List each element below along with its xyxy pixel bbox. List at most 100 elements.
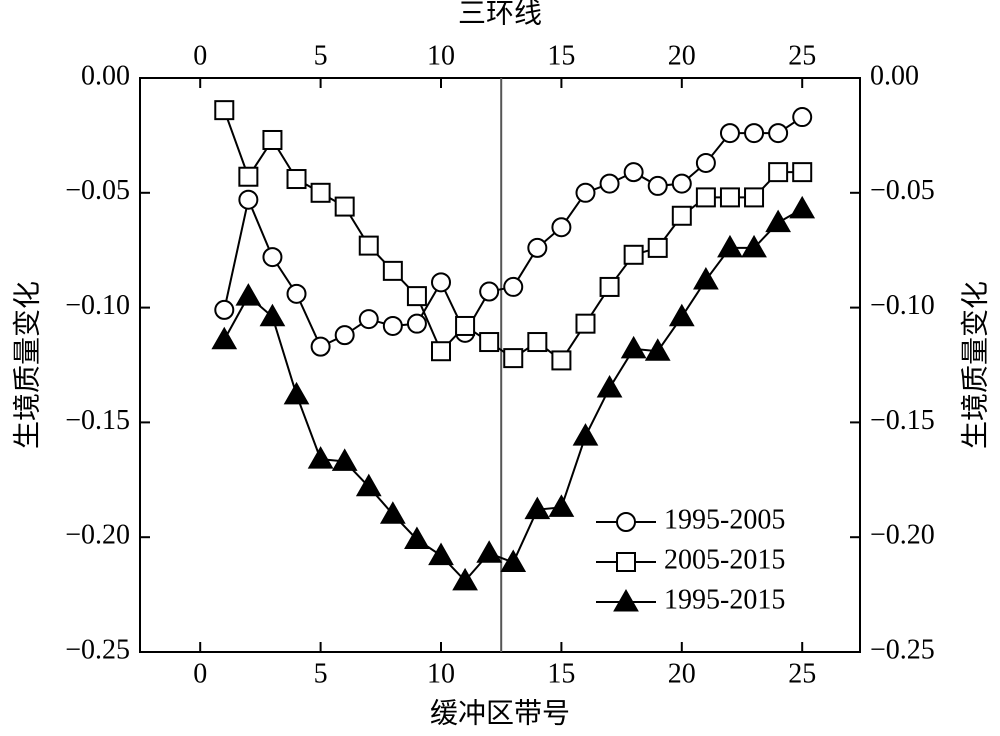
x-tick-label: 20 — [668, 658, 696, 689]
legend-marker — [613, 588, 639, 612]
marker — [286, 169, 307, 190]
marker — [262, 129, 283, 150]
marker — [572, 423, 599, 446]
annotation: 三环线 — [458, 0, 542, 29]
marker — [527, 332, 548, 353]
marker — [479, 332, 500, 353]
marker — [476, 540, 503, 563]
marker — [551, 350, 572, 371]
marker — [358, 309, 379, 330]
marker — [693, 267, 719, 290]
y2-tick-label: −0.05 — [870, 175, 935, 206]
marker — [671, 173, 692, 194]
marker — [792, 162, 813, 183]
y-tick-label: −0.25 — [65, 634, 130, 665]
marker — [214, 299, 235, 320]
marker — [431, 272, 452, 293]
marker — [310, 182, 331, 203]
marker — [503, 276, 524, 297]
marker — [428, 542, 454, 566]
marker — [623, 162, 644, 183]
marker — [744, 187, 765, 208]
x-axis-label: 缓冲区带号 — [430, 697, 570, 729]
marker — [503, 348, 524, 369]
marker — [647, 237, 668, 258]
marker — [596, 374, 623, 398]
marker — [575, 313, 596, 334]
y-tick-label: 0.00 — [81, 60, 130, 91]
marker — [235, 283, 262, 306]
marker — [719, 123, 740, 144]
marker — [599, 276, 620, 297]
marker — [310, 336, 331, 357]
x2-tick-label: 5 — [314, 40, 328, 71]
marker — [599, 173, 620, 194]
y-tick-label: −0.10 — [65, 290, 130, 321]
marker — [214, 100, 235, 121]
marker — [524, 496, 551, 520]
x-tick-label: 15 — [547, 658, 575, 689]
y2-tick-label: −0.20 — [870, 520, 935, 551]
legend-marker — [616, 512, 636, 532]
x2-tick-label: 0 — [193, 40, 207, 71]
marker — [455, 315, 476, 336]
marker — [647, 175, 668, 196]
marker — [744, 123, 765, 144]
marker — [211, 326, 238, 350]
marker — [334, 325, 355, 346]
marker — [379, 501, 406, 524]
x2-tick-label: 10 — [427, 40, 455, 71]
series-line — [223, 116, 803, 348]
x2-tick-label: 15 — [547, 40, 575, 71]
y2-tick-label: −0.15 — [870, 405, 935, 436]
y2-tick-label: −0.10 — [870, 290, 935, 321]
x-tick-label: 5 — [314, 658, 328, 689]
x-tick-label: 10 — [427, 658, 455, 689]
marker — [548, 494, 575, 517]
marker — [479, 281, 500, 302]
marker — [575, 182, 596, 203]
y-axis-label: 生境质量变化 — [11, 281, 43, 449]
marker — [238, 189, 259, 210]
marker — [695, 152, 716, 173]
marker — [286, 283, 307, 304]
marker — [259, 303, 286, 327]
marker — [283, 381, 310, 405]
marker — [358, 235, 379, 256]
marker — [765, 209, 791, 233]
marker — [671, 205, 692, 226]
marker — [404, 526, 430, 549]
y-tick-label: −0.20 — [65, 520, 130, 551]
marker — [355, 473, 382, 497]
marker — [382, 315, 403, 336]
marker — [620, 335, 647, 359]
marker — [551, 217, 572, 238]
marker — [307, 446, 334, 469]
marker — [331, 448, 358, 471]
y-tick-label: −0.15 — [65, 405, 130, 436]
marker — [500, 549, 527, 572]
marker — [717, 234, 743, 258]
x-tick-label: 25 — [788, 658, 816, 689]
marker — [382, 260, 403, 281]
marker — [334, 196, 355, 217]
marker — [768, 162, 789, 183]
marker — [741, 234, 767, 258]
y-tick-label: −0.05 — [65, 175, 130, 206]
legend-label: 1995-2005 — [664, 504, 785, 535]
marker — [668, 303, 695, 327]
marker — [719, 187, 740, 208]
marker — [789, 195, 816, 219]
plot-frame — [139, 77, 861, 653]
marker — [527, 237, 548, 258]
x2-tick-label: 25 — [788, 40, 816, 71]
legend-label: 2005-2015 — [664, 544, 785, 575]
marker — [262, 247, 283, 268]
marker — [452, 567, 478, 591]
marker — [792, 107, 813, 128]
marker — [406, 313, 427, 334]
x-tick-label: 0 — [193, 658, 207, 689]
marker — [695, 187, 716, 208]
legend-label: 1995-2015 — [664, 584, 785, 615]
